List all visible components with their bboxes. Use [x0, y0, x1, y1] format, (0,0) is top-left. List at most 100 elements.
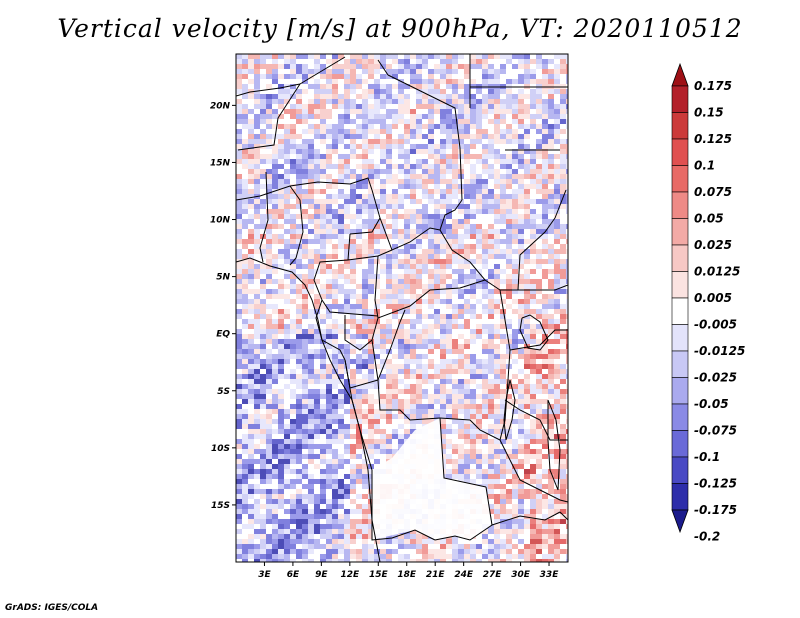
field-cell — [266, 414, 272, 419]
field-cell — [302, 344, 308, 349]
field-cell — [428, 174, 434, 179]
field-cell — [356, 309, 362, 314]
field-cell — [314, 539, 320, 544]
field-cell — [350, 199, 356, 204]
field-cell — [356, 464, 362, 469]
field-cell — [506, 129, 512, 134]
field-cell — [368, 244, 374, 249]
field-cell — [434, 414, 440, 419]
field-cell — [236, 309, 242, 314]
field-cell — [458, 259, 464, 264]
field-cell — [236, 404, 242, 409]
field-cell — [566, 304, 568, 309]
field-cell — [386, 389, 392, 394]
field-cell — [458, 304, 464, 309]
field-cell — [410, 289, 416, 294]
field-cell — [446, 284, 452, 289]
field-cell — [302, 389, 308, 394]
field-cell — [284, 174, 290, 179]
field-cell — [368, 339, 374, 344]
field-cell — [248, 539, 254, 544]
field-cell — [290, 224, 296, 229]
field-cell — [500, 209, 506, 214]
field-cell — [476, 89, 482, 94]
field-cell — [320, 219, 326, 224]
field-cell — [278, 339, 284, 344]
field-cell — [536, 89, 542, 94]
field-cell — [506, 494, 512, 499]
field-cell — [458, 409, 464, 414]
field-cell — [296, 109, 302, 114]
field-cell — [320, 474, 326, 479]
field-cell — [470, 294, 476, 299]
field-cell — [248, 64, 254, 69]
field-cell — [308, 489, 314, 494]
field-cell — [548, 134, 554, 139]
field-cell — [434, 164, 440, 169]
field-cell — [518, 414, 524, 419]
field-cell — [452, 239, 458, 244]
field-cell — [404, 254, 410, 259]
field-cell — [440, 124, 446, 129]
field-cell — [500, 359, 506, 364]
field-cell — [254, 549, 260, 554]
field-cell — [506, 174, 512, 179]
field-cell — [290, 74, 296, 79]
field-cell — [254, 329, 260, 334]
field-cell — [314, 214, 320, 219]
field-cell — [368, 344, 374, 349]
field-cell — [434, 369, 440, 374]
field-cell — [542, 109, 548, 114]
field-cell — [296, 429, 302, 434]
field-cell — [500, 379, 506, 384]
field-cell — [554, 204, 560, 209]
field-cell — [476, 59, 482, 64]
field-cell — [536, 464, 542, 469]
field-cell — [308, 54, 314, 59]
field-cell — [350, 249, 356, 254]
field-cell — [410, 174, 416, 179]
field-cell — [350, 74, 356, 79]
field-cell — [482, 69, 488, 74]
field-cell — [410, 179, 416, 184]
field-cell — [368, 194, 374, 199]
field-cell — [236, 374, 242, 379]
field-cell — [380, 269, 386, 274]
field-cell — [272, 534, 278, 539]
field-cell — [260, 299, 266, 304]
field-cell — [314, 54, 320, 59]
field-cell — [302, 69, 308, 74]
field-cell — [566, 274, 568, 279]
field-cell — [338, 544, 344, 549]
field-cell — [458, 244, 464, 249]
field-cell — [332, 99, 338, 104]
field-cell — [338, 309, 344, 314]
field-cell — [332, 479, 338, 484]
field-cell — [404, 319, 410, 324]
field-cell — [398, 59, 404, 64]
field-cell — [314, 254, 320, 259]
field-cell — [248, 204, 254, 209]
field-cell — [260, 494, 266, 499]
field-cell — [410, 529, 416, 534]
field-cell — [254, 114, 260, 119]
field-cell — [296, 404, 302, 409]
colorbar-swatch — [671, 244, 689, 272]
field-cell — [566, 429, 568, 434]
field-cell — [464, 254, 470, 259]
field-cell — [296, 254, 302, 259]
field-cell — [344, 364, 350, 369]
field-cell — [248, 364, 254, 369]
field-cell — [374, 339, 380, 344]
field-cell — [368, 324, 374, 329]
field-cell — [506, 294, 512, 299]
field-cell — [518, 159, 524, 164]
field-cell — [494, 309, 500, 314]
field-cell — [380, 264, 386, 269]
field-cell — [494, 514, 500, 519]
field-cell — [416, 54, 422, 59]
field-cell — [530, 454, 536, 459]
field-cell — [488, 64, 494, 69]
field-cell — [410, 54, 416, 59]
field-cell — [488, 274, 494, 279]
